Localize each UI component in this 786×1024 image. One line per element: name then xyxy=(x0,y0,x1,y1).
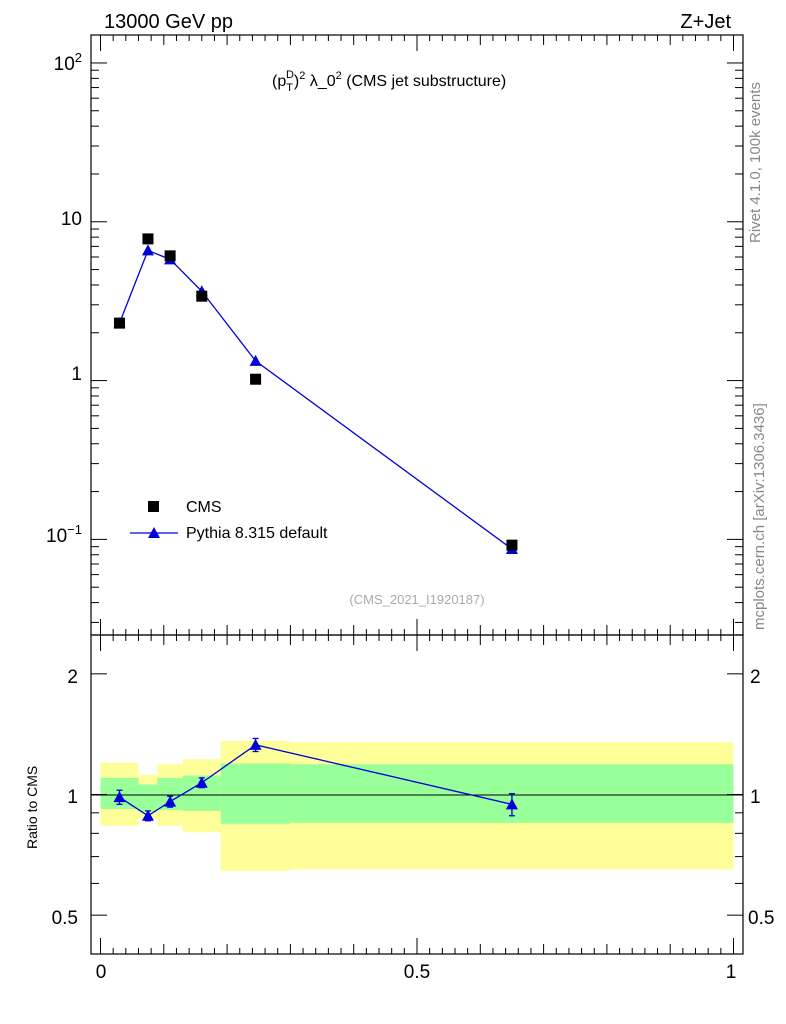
ratio-pythia-point xyxy=(141,809,154,821)
ratio-plot-panel: 2 1 0.5 2 1 0.5 Ratio to CMS 0 0.5 1 xyxy=(24,634,774,983)
cms-data-point xyxy=(506,539,518,551)
x-tick-label-0: 0 xyxy=(96,962,107,983)
legend-marker-cms xyxy=(148,501,159,512)
y-tick-label-100: 102 xyxy=(54,50,82,75)
cms-data-point xyxy=(142,233,154,245)
ratio-pythia-point xyxy=(249,738,262,750)
cms-data-point xyxy=(196,290,208,302)
cms-data-point xyxy=(164,250,176,262)
ratio-pythia-point xyxy=(505,798,518,810)
ratio-y-tick-label-1: 1 xyxy=(67,787,78,808)
y-tick-label-1: 1 xyxy=(71,364,82,385)
x-tick-label-0.5: 0.5 xyxy=(404,962,430,983)
ratio-y-tick-label-2: 2 xyxy=(67,667,78,688)
analysis-watermark: (CMS_2021_I1920187) xyxy=(349,592,484,607)
ratio-pythia-line xyxy=(119,744,513,817)
x-tick-label-1: 1 xyxy=(726,962,737,983)
pythia-point xyxy=(249,354,262,366)
main-axis-ticks xyxy=(91,35,743,635)
ratio-pythia-point xyxy=(195,776,208,788)
ratio-y-tick-label-2-right: 2 xyxy=(750,667,761,688)
plot-title: (pTD)2 λ_02 (CMS jet substructure) xyxy=(272,69,506,94)
ratio-inner-band xyxy=(138,784,158,812)
cms-data-point xyxy=(250,373,262,385)
process-label: Z+Jet xyxy=(680,11,731,33)
ratio-plot-frame xyxy=(90,634,744,955)
legend: CMS Pythia 8.315 default xyxy=(130,499,328,542)
ratio-series-layer xyxy=(113,737,518,822)
main-plot-frame xyxy=(90,34,744,636)
ratio-pythia-point xyxy=(164,795,177,807)
y-tick-label-10: 10 xyxy=(61,209,82,230)
legend-label-pythia: Pythia 8.315 default xyxy=(186,525,328,542)
ratio-inner-band xyxy=(220,763,291,824)
mcplots-label: mcplots.cern.ch [arXiv:1306.3436] xyxy=(751,403,768,630)
cms-data-point xyxy=(113,317,125,329)
ratio-uncertainty-bands xyxy=(100,740,734,871)
rivet-version-label: Rivet 4.1.0, 100k events xyxy=(747,82,764,243)
ratio-y-tick-label-0.5: 0.5 xyxy=(52,908,78,929)
legend-marker-pythia xyxy=(148,527,160,538)
pythia-line xyxy=(118,249,513,550)
ratio-y-tick-label-0.5-right: 0.5 xyxy=(748,908,774,929)
ratio-y-axis-label: Ratio to CMS xyxy=(24,766,40,849)
ratio-pythia-point xyxy=(113,791,126,803)
ratio-axis-ticks xyxy=(91,635,743,955)
y-tick-label-0.1: 10−1 xyxy=(46,522,82,547)
pythia-point xyxy=(141,244,154,256)
legend-label-cms: CMS xyxy=(186,499,222,516)
ratio-y-tick-label-1-right: 1 xyxy=(750,787,761,808)
main-plot-panel: 102 10 1 10−1 (pTD)2 λ_02 (CMS jet subst… xyxy=(46,34,744,636)
energy-label: 13000 GeV pp xyxy=(104,11,233,33)
main-series-layer xyxy=(113,233,518,554)
